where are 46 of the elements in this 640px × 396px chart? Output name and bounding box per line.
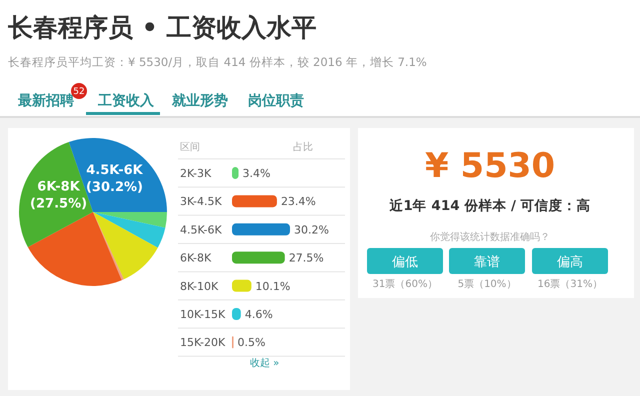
data-label: 30.2% [294, 223, 329, 236]
bar [232, 252, 285, 264]
bar [232, 280, 252, 292]
y-tick-label: 15K-20K [180, 336, 226, 350]
text: 收起 » [250, 357, 280, 369]
text: 52 [73, 87, 85, 97]
y-axis-title: 区间 [180, 141, 200, 153]
y-tick-label: 6K-8K [180, 252, 212, 265]
text: 偏高 [557, 254, 583, 270]
y-tick-label: 4.5K-6K [180, 223, 223, 236]
pie-slice [93, 212, 167, 228]
y-tick-label: 2K-3K [180, 167, 212, 180]
data-label: 3.4% [242, 167, 270, 180]
text: 偏低 [392, 255, 418, 270]
slice-label: 6K-8K [37, 180, 81, 195]
data-label: 4.6% [244, 308, 273, 321]
pie-slice [28, 212, 122, 286]
text: 靠谱 [474, 255, 500, 270]
text: 你觉得该统计数据准确吗？ [430, 231, 550, 243]
y-tick-label: 10K-15K [180, 308, 226, 321]
text: 31票（60%） [372, 279, 438, 290]
data-label: (27.5%) [30, 196, 88, 212]
text: 工资收入 [97, 93, 155, 109]
text: 长春程序员平均工资：¥ 5530/月，取自 414 份样本，较 2016 年，增长 7.1% [8, 55, 427, 69]
data-label: 27.5% [288, 252, 324, 265]
pie-slice [93, 212, 124, 280]
bar [232, 195, 277, 208]
slice-label: 4.5K-6K [86, 162, 144, 178]
x-axis-title: 占比 [293, 141, 313, 153]
text: 就业形势 [171, 93, 228, 109]
text: 近1年 414 份样本 / 可信度：高 [388, 197, 591, 214]
data-label: (30.2%) [86, 180, 143, 195]
data-label: 0.5% [238, 336, 266, 350]
text: 岗位职责 [248, 93, 304, 109]
pie-slice [93, 212, 166, 248]
bar [232, 223, 290, 236]
text: ¥ 5530 [424, 146, 556, 186]
text: 最新招聘 [17, 92, 74, 109]
chart-title: 长春程序员 • 工资收入水平 [7, 13, 316, 42]
text: 16票（31%） [538, 279, 602, 290]
data-label: 23.4% [280, 195, 316, 208]
text: 5票（10%） [458, 279, 516, 290]
y-tick-label: 8K-10K [180, 280, 220, 293]
y-tick-label: 3K-4.5K [180, 195, 223, 208]
data-label: 10.1% [255, 280, 290, 293]
pie-slice [93, 212, 158, 280]
